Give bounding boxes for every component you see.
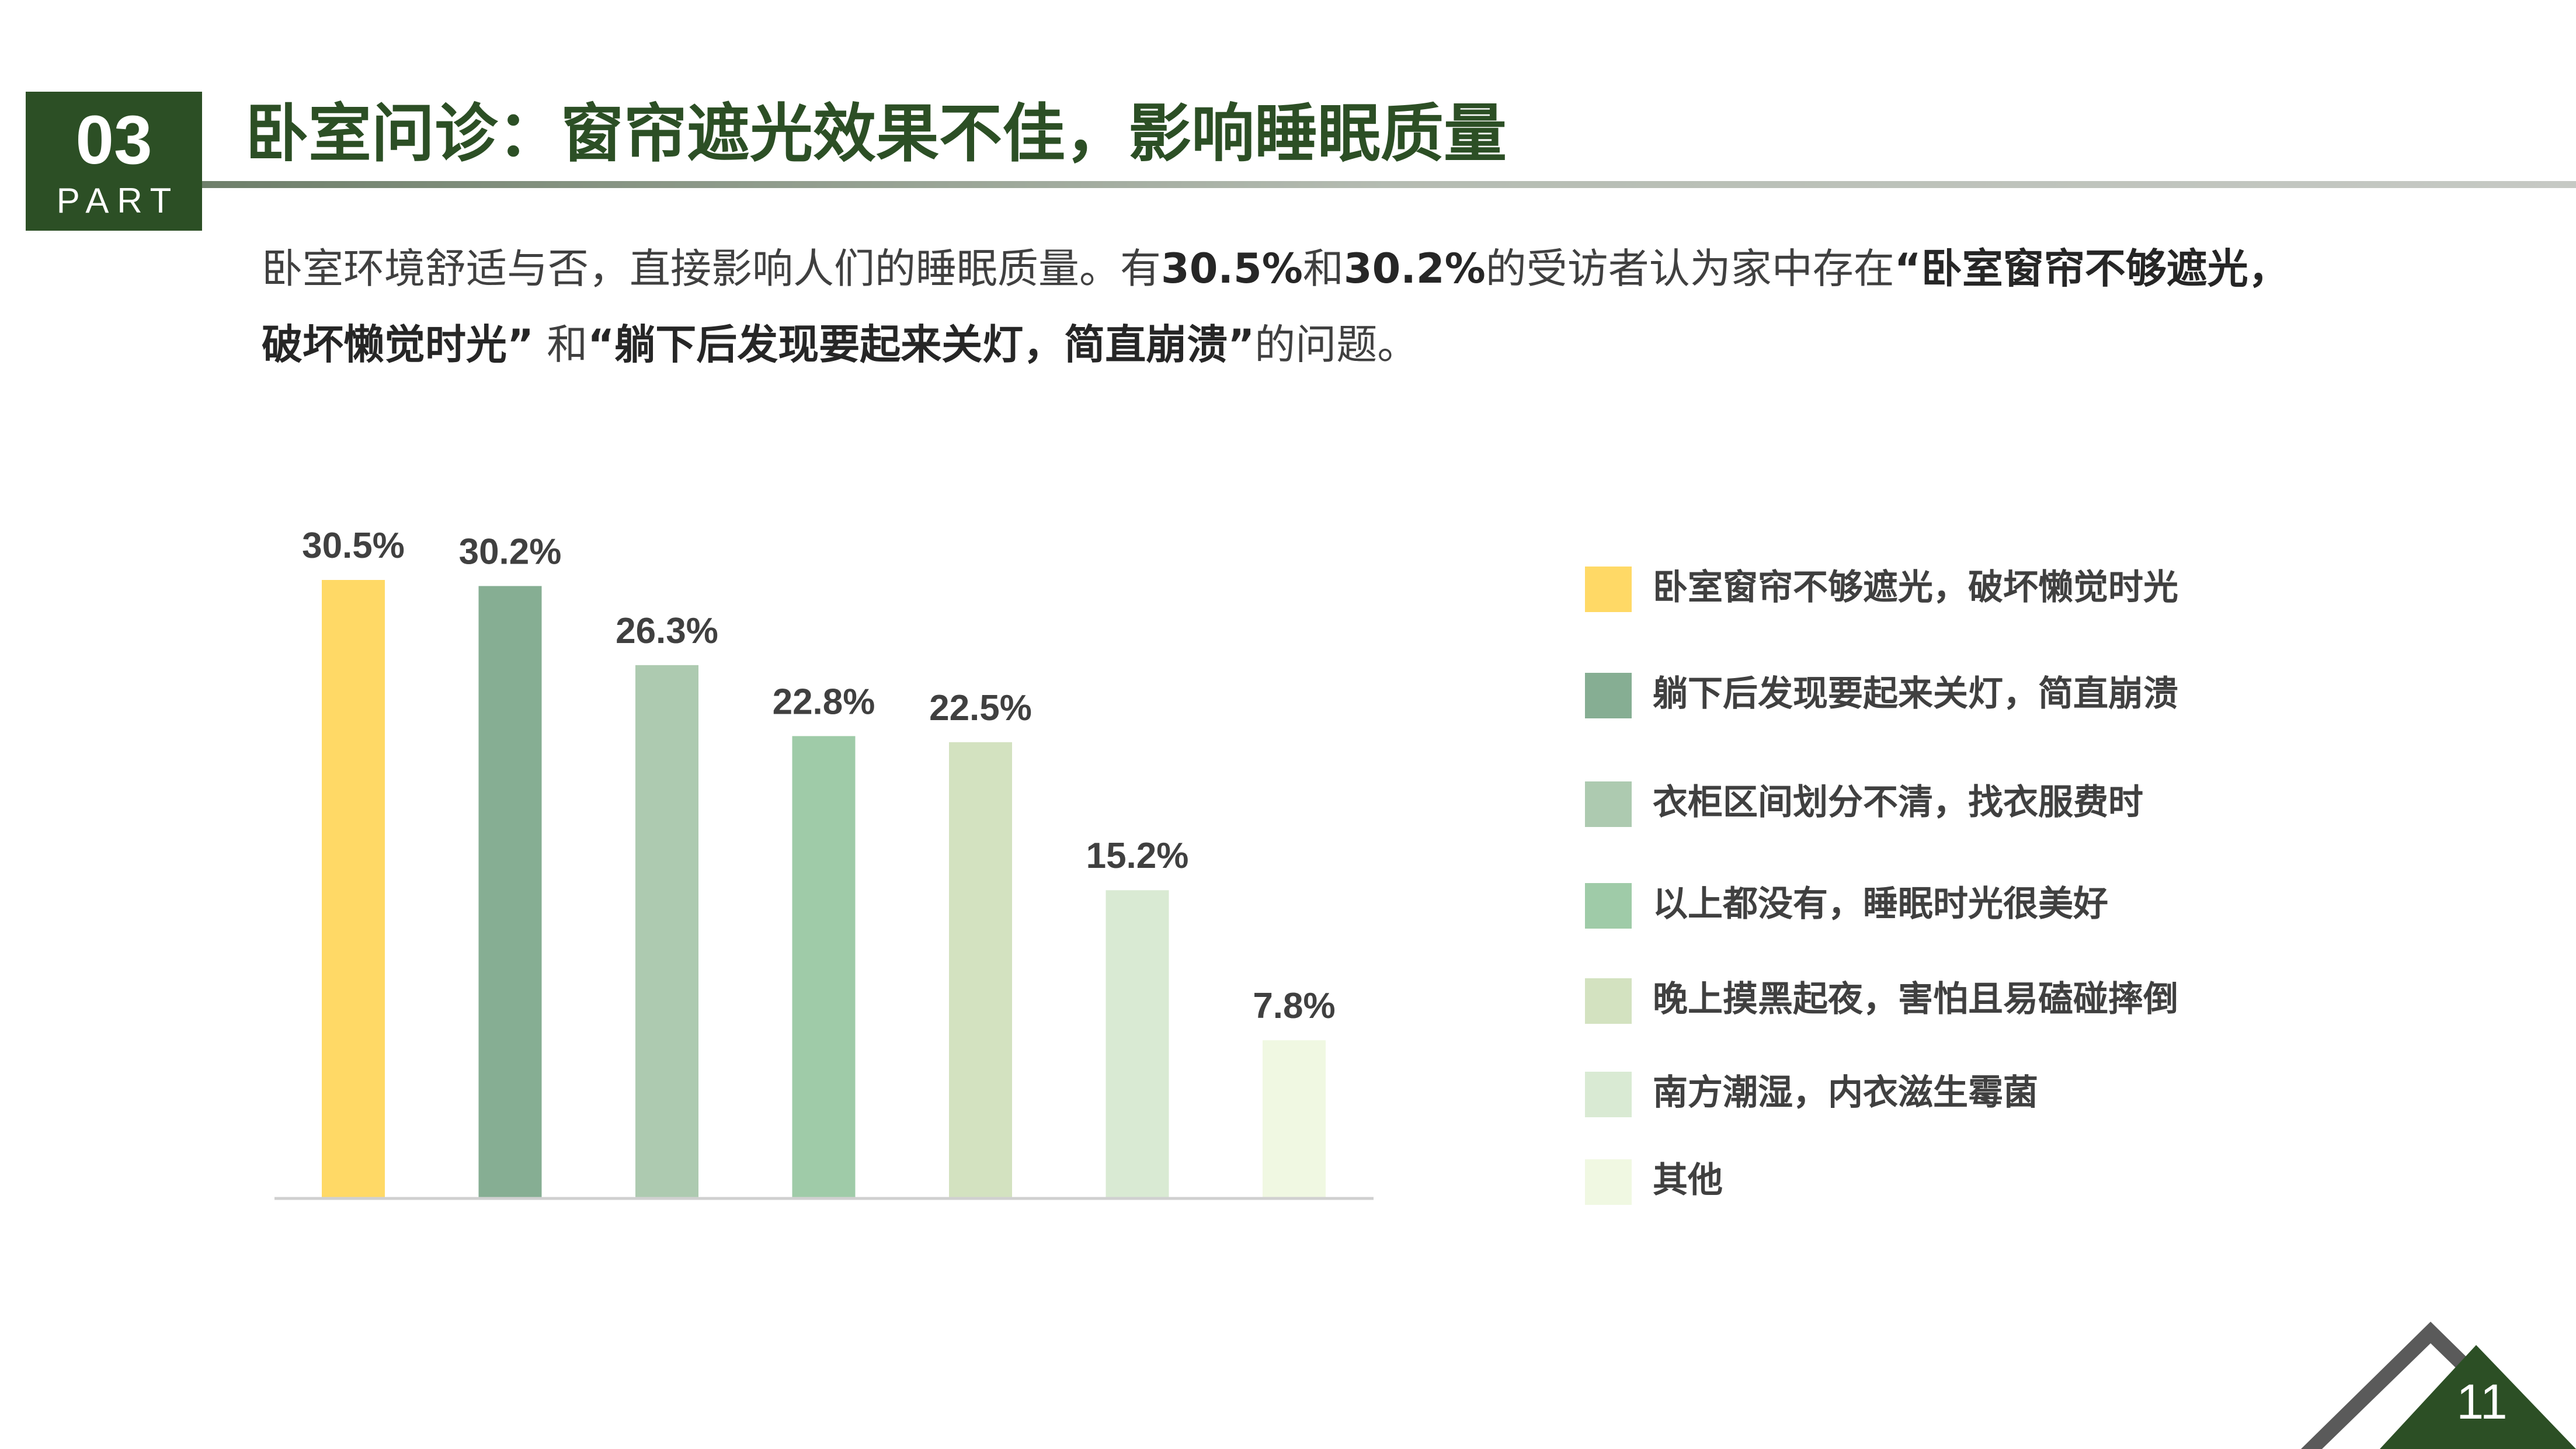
data-label-6: 15.2%	[1086, 836, 1189, 876]
legend-item-7: 其他	[1585, 1148, 2227, 1218]
intro-text: 和	[534, 321, 588, 369]
data-label-4: 22.8%	[773, 682, 875, 722]
legend-item-3: 衣柜区间划分不清，找衣服费时	[1585, 770, 2227, 840]
page-number: 11	[2456, 1374, 2508, 1429]
bar-5	[949, 742, 1012, 1198]
bar-1	[322, 580, 385, 1198]
legend-swatch	[1585, 883, 1632, 929]
intro-text: 卧室环境舒适与否，直接影响人们的睡眠质量。有	[262, 245, 1161, 293]
corner-decoration	[2301, 1322, 2576, 1449]
legend-swatch	[1585, 1072, 1632, 1117]
legend-item-6: 南方潮湿，内衣滋生霉菌	[1585, 1060, 2227, 1130]
data-label-2: 30.2%	[459, 531, 562, 572]
legend-label: 其他	[1653, 1160, 1723, 1201]
intro-text: 和	[1302, 245, 1344, 293]
bar-6	[1106, 890, 1169, 1198]
bar-3	[635, 665, 698, 1198]
intro-quote-1b: 破坏懒觉时光”	[262, 321, 534, 369]
legend-item-4: 以上都没有，睡眠时光很美好	[1585, 871, 2227, 941]
data-label-3: 26.3%	[616, 611, 718, 651]
legend-swatch	[1585, 673, 1632, 718]
part-label: PART	[56, 181, 180, 220]
page-title: 卧室问诊：窗帘遮光效果不佳，影响睡眠质量	[245, 98, 1507, 171]
intro-quote-1a: “卧室窗帘不够遮光，	[1894, 245, 2289, 293]
data-label-1: 30.5%	[302, 526, 405, 566]
legend-item-1: 卧室窗帘不够遮光，破坏懒觉时光	[1585, 555, 2227, 625]
legend-label: 衣柜区间划分不清，找衣服费时	[1653, 782, 2143, 823]
intro-text: 的受访者认为家中存在	[1485, 245, 1894, 293]
data-label-5: 22.5%	[929, 688, 1032, 728]
intro-quote-2: “躺下后发现要起来关灯，简直崩溃”	[587, 321, 1255, 369]
legend-label: 躺下后发现要起来关灯，简直崩溃	[1653, 673, 2178, 714]
bar-2	[478, 586, 542, 1198]
intro-text: 的问题。	[1254, 321, 1419, 369]
bars-layer: 30.5% 30.2% 26.3% 22.8% 22.5% 15.2% 7.8%	[302, 526, 1336, 1198]
corner-solid-triangle	[2380, 1345, 2576, 1449]
legend-swatch	[1585, 567, 1632, 612]
part-badge: 03 PART	[26, 92, 202, 231]
intro-pct-2: 30.2%	[1343, 245, 1486, 293]
legend-label: 南方潮湿，内衣滋生霉菌	[1653, 1072, 2038, 1113]
legend-item-2: 躺下后发现要起来关灯，简直崩溃	[1585, 661, 2227, 731]
legend-swatch	[1585, 978, 1632, 1024]
bar-7	[1263, 1040, 1326, 1198]
legend-item-5: 晚上摸黑起夜，害怕且易磕碰摔倒	[1585, 967, 2227, 1037]
legend-label: 以上都没有，睡眠时光很美好	[1653, 884, 2108, 925]
legend-swatch	[1585, 1159, 1632, 1205]
intro-pct-1: 30.5%	[1161, 245, 1303, 293]
intro-paragraph: 卧室环境舒适与否，直接影响人们的睡眠质量。有30.5%和30.2%的受访者认为家…	[262, 231, 2434, 383]
data-label-7: 7.8%	[1253, 986, 1335, 1026]
bar-4	[792, 736, 856, 1198]
legend-label: 晚上摸黑起夜，害怕且易磕碰摔倒	[1653, 979, 2178, 1020]
title-divider	[202, 181, 2576, 188]
legend-label: 卧室窗帘不够遮光，破坏懒觉时光	[1653, 567, 2178, 608]
legend-swatch	[1585, 781, 1632, 827]
part-number: 03	[75, 102, 152, 179]
